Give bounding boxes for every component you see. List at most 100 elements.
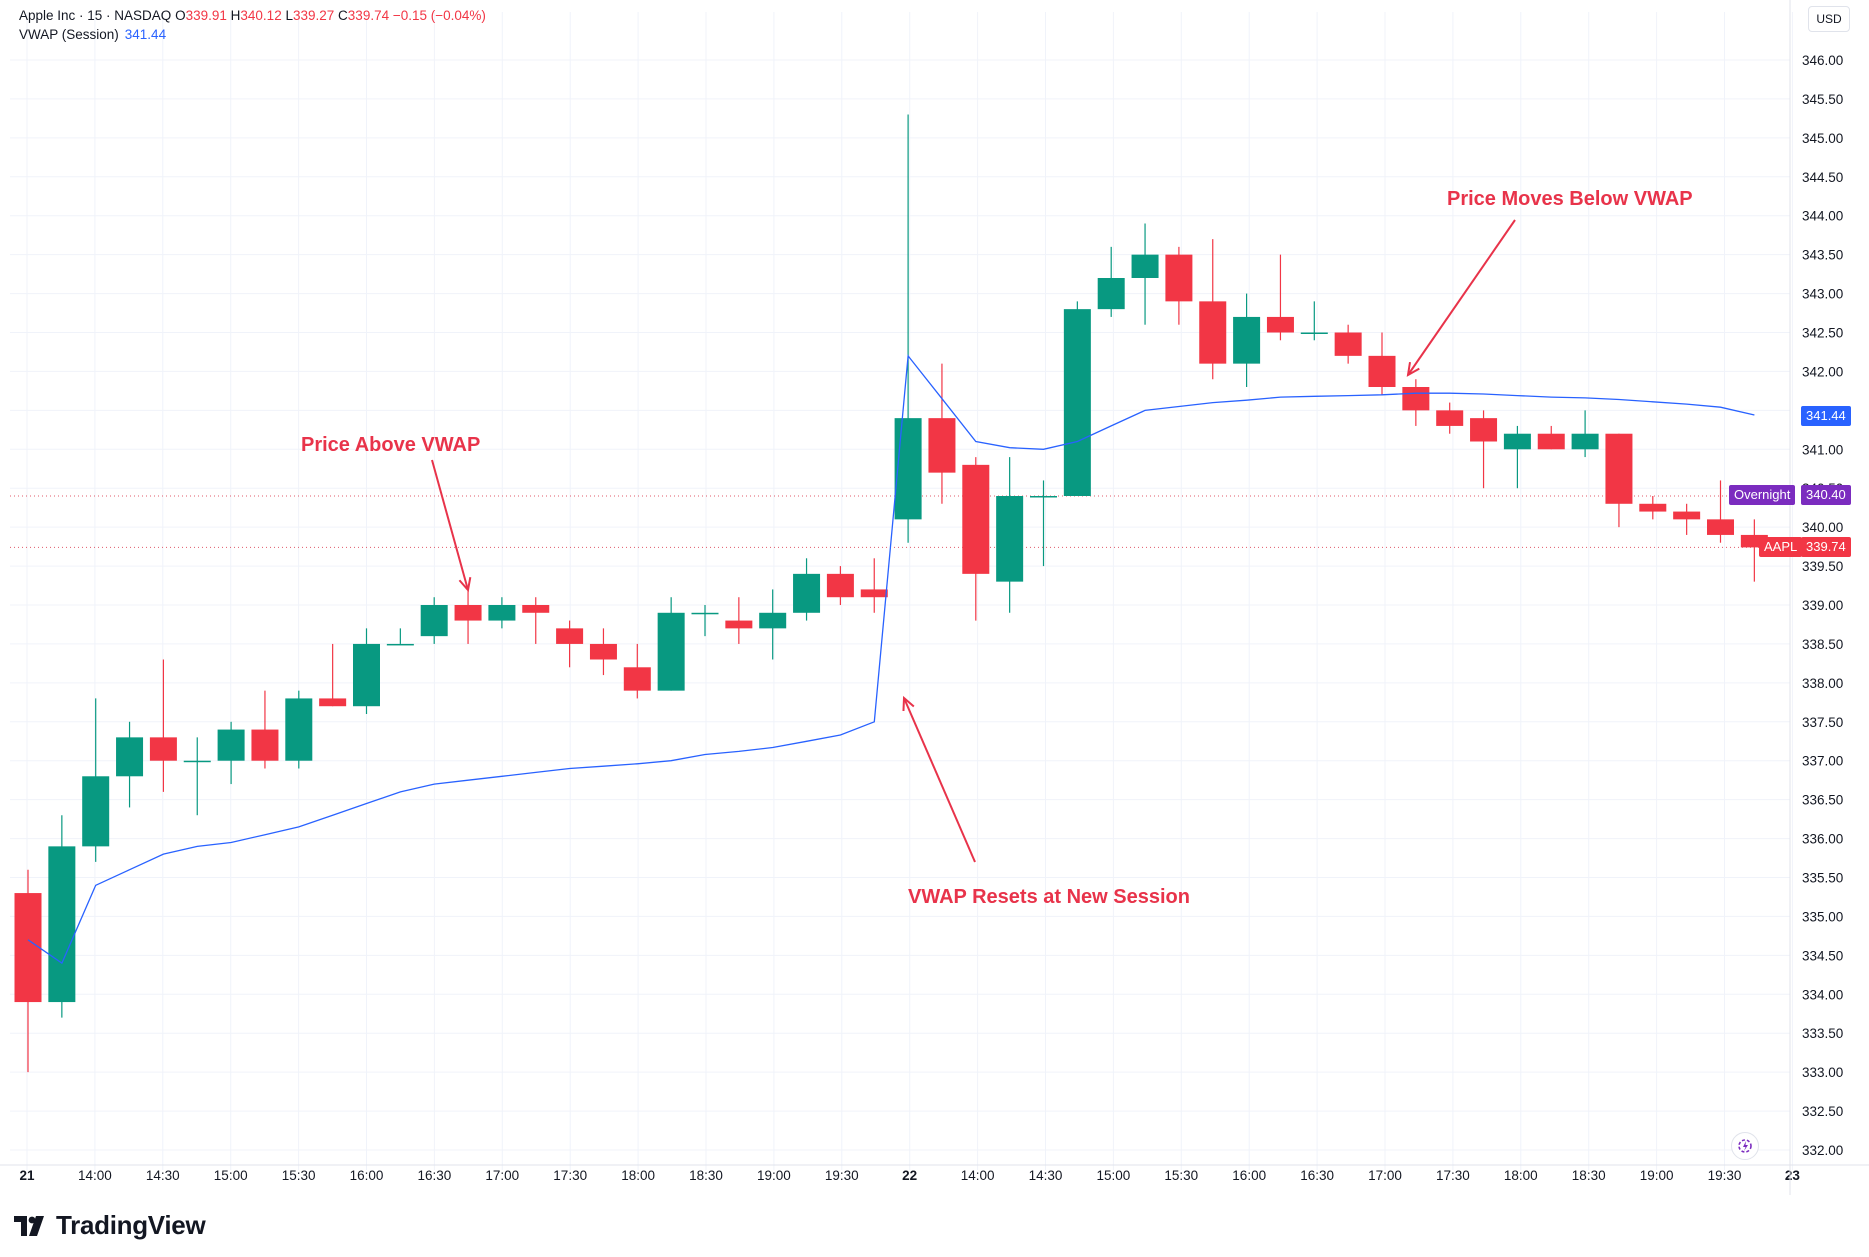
y-tick-label: 344.00 bbox=[1802, 209, 1843, 224]
y-tick-label: 340.00 bbox=[1802, 520, 1843, 535]
candle bbox=[589, 628, 617, 676]
y-tick-label: 339.00 bbox=[1802, 598, 1843, 613]
candle bbox=[1537, 425, 1565, 450]
candle-body bbox=[894, 418, 922, 520]
candle-body bbox=[1300, 332, 1328, 334]
candles bbox=[14, 114, 1768, 1073]
x-tick-label: 17:00 bbox=[485, 1168, 519, 1183]
x-tick-label: 18:30 bbox=[689, 1168, 723, 1183]
indicator-value: 341.44 bbox=[124, 27, 167, 42]
x-tick-label: 14:30 bbox=[1029, 1168, 1063, 1183]
y-tick-label: 338.00 bbox=[1802, 676, 1843, 691]
candle bbox=[1334, 324, 1362, 364]
candle bbox=[1571, 410, 1599, 458]
candle-body bbox=[1605, 433, 1633, 504]
candle-body bbox=[522, 605, 550, 613]
high-value: 340.12 bbox=[240, 8, 282, 23]
candle bbox=[1300, 301, 1328, 341]
overnight-label: Overnight bbox=[1734, 487, 1791, 502]
x-tick-label: 17:00 bbox=[1368, 1168, 1402, 1183]
candle-body bbox=[454, 605, 482, 621]
candle-body bbox=[1368, 355, 1396, 387]
y-tick-label: 341.00 bbox=[1802, 442, 1843, 457]
indicator-row[interactable]: VWAP (Session) 341.44 bbox=[19, 25, 486, 44]
x-tick-label: 18:30 bbox=[1572, 1168, 1606, 1183]
candle-body bbox=[1470, 418, 1498, 442]
candle bbox=[1097, 246, 1125, 317]
candle bbox=[1402, 379, 1430, 426]
brand-name: TradingView bbox=[56, 1210, 206, 1240]
high-label: H bbox=[230, 8, 241, 23]
candle-body bbox=[793, 573, 821, 613]
x-tick-label: 15:30 bbox=[282, 1168, 316, 1183]
candle bbox=[691, 605, 719, 637]
candle-body bbox=[623, 667, 651, 691]
tradingview-logo[interactable]: TradingView bbox=[14, 1210, 206, 1241]
x-tick-label: 19:30 bbox=[1708, 1168, 1742, 1183]
y-tick-label: 342.00 bbox=[1802, 364, 1843, 379]
candle bbox=[217, 721, 245, 785]
candle bbox=[14, 869, 42, 1073]
x-tick-label: 21 bbox=[19, 1168, 35, 1183]
arrow-vwap-reset bbox=[903, 697, 976, 863]
candle-body bbox=[319, 698, 347, 707]
x-tick-label: 14:30 bbox=[146, 1168, 180, 1183]
arrow-price-above-head bbox=[458, 577, 472, 593]
candle bbox=[1165, 246, 1193, 325]
y-tick-label: 332.50 bbox=[1802, 1104, 1843, 1119]
x-tick-label: 17:30 bbox=[553, 1168, 587, 1183]
candle bbox=[860, 558, 888, 613]
candle-body bbox=[860, 589, 888, 598]
candle-body bbox=[1233, 316, 1261, 364]
candle-body bbox=[1571, 433, 1599, 450]
x-tick-label: 16:30 bbox=[418, 1168, 452, 1183]
candle bbox=[996, 457, 1024, 613]
annotation-price-above: Price Above VWAP bbox=[301, 434, 481, 456]
currency-label: USD bbox=[1816, 12, 1842, 26]
x-tick-label: 16:00 bbox=[1232, 1168, 1266, 1183]
y-tick-label: 332.00 bbox=[1802, 1143, 1843, 1158]
candle bbox=[1131, 223, 1159, 325]
overnight-price-tag: 340.40 bbox=[1801, 485, 1851, 505]
candle bbox=[1030, 480, 1057, 567]
candle bbox=[759, 589, 787, 660]
candle bbox=[1063, 301, 1091, 496]
x-tick-label: 19:00 bbox=[757, 1168, 791, 1183]
annotation-vwap-reset: VWAP Resets at New Session bbox=[908, 886, 1190, 908]
candle bbox=[1673, 503, 1701, 535]
annotation-price-below: Price Moves Below VWAP bbox=[1447, 188, 1693, 210]
candle-body bbox=[657, 612, 685, 691]
candle bbox=[1233, 293, 1261, 387]
candle bbox=[386, 628, 414, 646]
x-tick-label: 14:00 bbox=[961, 1168, 995, 1183]
open-value: 339.91 bbox=[185, 8, 227, 23]
candle-body bbox=[1266, 316, 1294, 333]
symbol-label-tag: AAPL bbox=[1759, 537, 1803, 557]
candle bbox=[251, 690, 279, 769]
candle-body bbox=[759, 612, 787, 629]
symbol-title: Apple Inc · 15 · NASDAQ bbox=[19, 8, 172, 23]
y-tick-label: 334.50 bbox=[1802, 948, 1843, 963]
candle bbox=[623, 643, 651, 699]
candle bbox=[116, 721, 144, 808]
candle bbox=[1436, 402, 1464, 434]
last-price-tag: 339.74 bbox=[1801, 537, 1851, 557]
x-tick-label: 23 bbox=[1785, 1168, 1801, 1183]
candle-body bbox=[251, 729, 279, 761]
x-tick-label: 22 bbox=[902, 1168, 917, 1183]
candle-body bbox=[48, 846, 76, 1003]
symbol-row: Apple Inc · 15 · NASDAQ O339.91 H340.12 … bbox=[19, 6, 486, 25]
vwap-price-tag: 341.44 bbox=[1801, 406, 1851, 426]
candle-body bbox=[1673, 511, 1701, 520]
y-tick-label: 345.50 bbox=[1802, 92, 1843, 107]
currency-button[interactable]: USD bbox=[1808, 6, 1850, 32]
replay-icon[interactable] bbox=[1731, 1132, 1759, 1160]
candle-body bbox=[1537, 433, 1565, 450]
y-tick-label: 336.00 bbox=[1802, 832, 1843, 847]
candle-body bbox=[285, 698, 313, 761]
candle bbox=[353, 628, 380, 714]
candle bbox=[1639, 496, 1667, 520]
y-tick-label: 344.50 bbox=[1802, 170, 1843, 185]
candle-body bbox=[1097, 278, 1125, 310]
